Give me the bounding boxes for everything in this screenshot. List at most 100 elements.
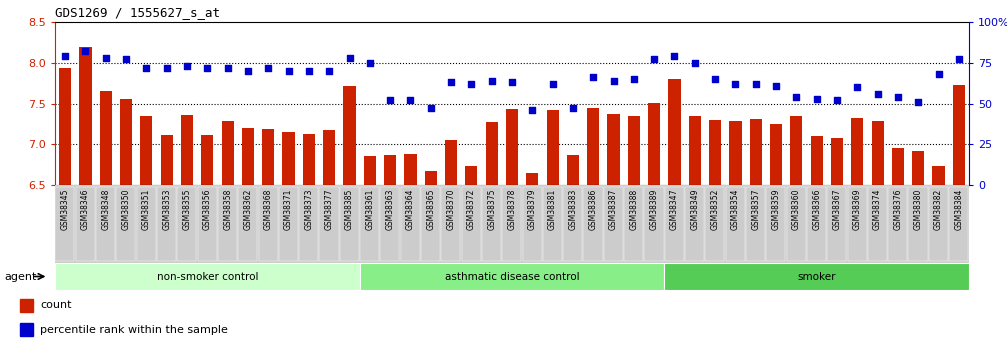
Text: GSM38354: GSM38354 [731, 189, 740, 230]
Bar [384, 155, 396, 185]
FancyBboxPatch shape [665, 187, 684, 262]
Text: GSM38381: GSM38381 [548, 189, 557, 230]
FancyBboxPatch shape [157, 187, 176, 262]
Point [525, 107, 541, 113]
Text: agent: agent [4, 272, 37, 282]
Point [341, 55, 357, 61]
Bar [80, 47, 92, 185]
Text: GSM38360: GSM38360 [792, 189, 801, 230]
FancyBboxPatch shape [705, 187, 724, 262]
FancyBboxPatch shape [381, 187, 400, 262]
Point [301, 68, 317, 74]
Point [625, 76, 641, 82]
Bar [749, 119, 762, 185]
Text: GSM38380: GSM38380 [913, 189, 922, 230]
Bar [140, 116, 152, 185]
Bar [932, 166, 945, 185]
Bar [912, 151, 924, 185]
Bar [689, 116, 701, 185]
Text: asthmatic disease control: asthmatic disease control [445, 272, 579, 282]
Point [57, 53, 74, 59]
FancyBboxPatch shape [96, 187, 115, 262]
Point [98, 55, 114, 61]
Text: GSM38375: GSM38375 [487, 189, 496, 230]
FancyBboxPatch shape [177, 187, 196, 262]
FancyBboxPatch shape [339, 187, 358, 262]
Text: GSM38389: GSM38389 [650, 189, 659, 230]
Point [788, 94, 805, 100]
Bar [892, 148, 904, 185]
Text: GSM38367: GSM38367 [833, 189, 842, 230]
FancyBboxPatch shape [361, 187, 380, 262]
FancyBboxPatch shape [117, 187, 135, 262]
Bar [953, 85, 965, 185]
FancyBboxPatch shape [827, 187, 846, 262]
Point [78, 49, 94, 54]
Bar [770, 124, 782, 185]
Bar [55, 263, 359, 290]
Point [403, 98, 419, 103]
FancyBboxPatch shape [76, 187, 95, 262]
Text: GSM38379: GSM38379 [528, 189, 537, 230]
Bar [120, 99, 132, 185]
Point [321, 68, 337, 74]
FancyBboxPatch shape [868, 187, 887, 262]
FancyBboxPatch shape [644, 187, 664, 262]
Bar [100, 91, 112, 185]
FancyBboxPatch shape [197, 187, 217, 262]
Bar [359, 263, 665, 290]
Point [687, 60, 703, 66]
Text: GSM38374: GSM38374 [873, 189, 882, 230]
FancyBboxPatch shape [908, 187, 927, 262]
Text: count: count [40, 300, 71, 310]
Text: GSM38364: GSM38364 [406, 189, 415, 230]
Text: GSM38366: GSM38366 [813, 189, 821, 230]
Text: GSM38378: GSM38378 [508, 189, 517, 230]
Text: percentile rank within the sample: percentile rank within the sample [40, 325, 229, 335]
Bar [851, 118, 863, 185]
Text: GSM38356: GSM38356 [202, 189, 211, 230]
Bar [627, 116, 640, 185]
Bar [201, 135, 213, 185]
Bar [161, 135, 173, 185]
Point [199, 65, 215, 70]
Point [849, 85, 865, 90]
Text: GSM38346: GSM38346 [81, 189, 90, 230]
Point [362, 60, 378, 66]
FancyBboxPatch shape [523, 187, 542, 262]
FancyBboxPatch shape [218, 187, 237, 262]
Text: GSM38347: GSM38347 [670, 189, 679, 230]
Text: GSM38369: GSM38369 [853, 189, 862, 230]
Bar [59, 68, 71, 185]
Text: GSM38385: GSM38385 [345, 189, 354, 230]
Text: GSM38353: GSM38353 [162, 189, 171, 230]
Point [890, 94, 906, 100]
Point [545, 81, 561, 87]
Text: GSM38371: GSM38371 [284, 189, 293, 230]
Text: GSM38377: GSM38377 [324, 189, 333, 230]
Bar [303, 135, 315, 185]
Point [382, 98, 398, 103]
Text: GSM38386: GSM38386 [589, 189, 598, 230]
FancyBboxPatch shape [746, 187, 765, 262]
Bar [343, 86, 355, 185]
Text: GSM38350: GSM38350 [122, 189, 131, 230]
Bar [649, 104, 661, 185]
Bar [262, 129, 274, 185]
Point [443, 80, 459, 85]
FancyBboxPatch shape [726, 187, 745, 262]
FancyBboxPatch shape [401, 187, 420, 262]
Text: GSM38387: GSM38387 [609, 189, 618, 230]
Text: GDS1269 / 1555627_s_at: GDS1269 / 1555627_s_at [55, 7, 220, 19]
Bar [405, 154, 417, 185]
Point [707, 76, 723, 82]
FancyBboxPatch shape [461, 187, 480, 262]
FancyBboxPatch shape [421, 187, 440, 262]
FancyBboxPatch shape [624, 187, 643, 262]
Point [646, 57, 663, 62]
Point [869, 91, 885, 97]
Point [585, 75, 601, 80]
Bar [364, 156, 376, 185]
Bar [181, 115, 193, 185]
FancyBboxPatch shape [482, 187, 501, 262]
